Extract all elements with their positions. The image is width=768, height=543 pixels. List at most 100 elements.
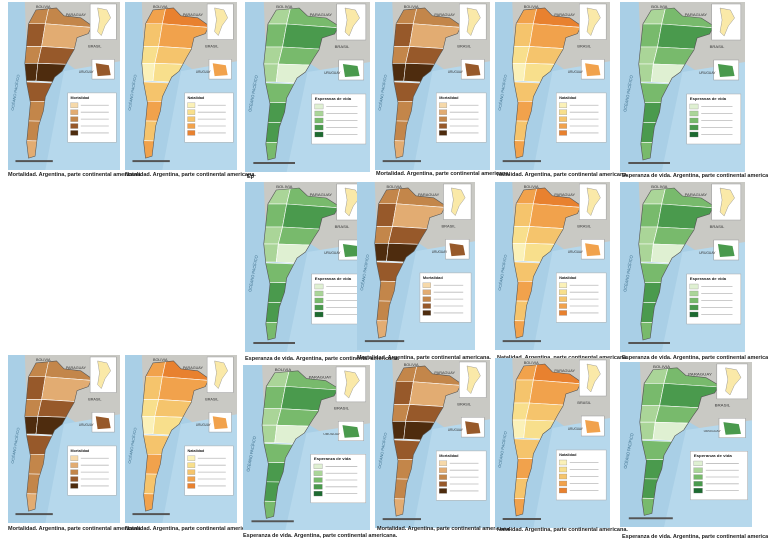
map: BOLIVIA PARAGUAY BRASIL URUGUAY OCÉANO PACÍF…	[125, 355, 237, 523]
label-bolivia: BOLIVIA	[524, 184, 539, 189]
detail-shape	[717, 64, 735, 77]
label-paraguay: PARAGUAY	[434, 370, 455, 375]
label-paraguay: PARAGUAY	[66, 13, 87, 17]
detail-shape	[212, 416, 228, 430]
map: BOLIVIA PARAGUAY BRASIL URUGUAY OCÉANO PACÍF…	[375, 2, 490, 170]
legend-swatch	[314, 290, 324, 297]
scale-bar	[251, 520, 294, 523]
caption: Mortalidad. Argentina, parte continental…	[8, 172, 142, 178]
legend-swatch	[693, 460, 703, 466]
legend-swatch	[422, 303, 431, 309]
label-bolivia: BOLIVIA	[275, 367, 292, 372]
map: BOLIVIA PARAGUAY BRASIL URUGUAY OCÉANO PACÍF…	[620, 2, 745, 172]
legend-title: Mortalidad	[439, 95, 459, 100]
label-ocean: OCÉANO PACÍFICO	[622, 255, 634, 292]
label-ocean: OCÉANO PACÍFICO	[245, 436, 257, 472]
caption: Mortalidad. Argentina, parte continental…	[8, 526, 142, 532]
label-bolivia: BOLIVIA	[404, 4, 419, 9]
legend-swatch	[689, 124, 699, 131]
legend-swatch	[187, 109, 196, 115]
legend-swatch	[313, 470, 323, 476]
label-brasil: BRASIL	[715, 403, 731, 408]
label-ocean: OCÉANO PACÍFICO	[247, 255, 259, 292]
scale-bar	[628, 342, 670, 344]
inset-shape	[466, 7, 481, 36]
detail-shape	[212, 63, 228, 77]
legend-title: Natalidad	[188, 96, 205, 100]
legend-title: Natalidad	[188, 449, 205, 453]
inset-shape	[586, 187, 601, 216]
legend-title: Esperanza de vida	[690, 276, 727, 281]
legend-swatch	[693, 488, 703, 494]
inset-shape	[719, 187, 735, 217]
legend-title: Mortalidad	[71, 449, 90, 453]
detail-shape	[342, 64, 360, 77]
legend-swatch	[689, 311, 699, 318]
label-bolivia: BOLIVIA	[36, 5, 51, 9]
label-bolivia: BOLIVIA	[36, 358, 51, 362]
legend-swatch	[439, 481, 448, 487]
legend-title: Mortalidad	[439, 453, 459, 458]
detail-shape	[723, 422, 741, 435]
map: BOLIVIA PARAGUAY BRASIL URUGUAY OCÉANO PACÍF…	[8, 2, 120, 170]
map: BOLIVIA PARAGUAY BRASIL URUGUAY OCÉANO PACÍF…	[245, 182, 370, 352]
caption: Esperanza de vida. Argentina, parte cont…	[622, 173, 768, 179]
legend-swatch	[559, 123, 568, 129]
legend-swatch	[439, 488, 448, 494]
legend-swatch	[439, 123, 448, 129]
label-brasil: BRASIL	[205, 44, 218, 48]
legend-swatch	[689, 283, 699, 290]
label-paraguay: PARAGUAY	[685, 192, 708, 197]
legend-swatch	[559, 480, 568, 487]
scale-bar	[502, 518, 541, 520]
label-uruguay: URUGUAY	[323, 432, 340, 436]
map: BOLIVIA PARAGUAY BRASIL URUGUAY OCÉANO PACÍF…	[495, 182, 610, 350]
label-uruguay: URUGUAY	[699, 251, 716, 255]
label-brasil: BRASIL	[710, 44, 726, 49]
scale-bar	[628, 517, 673, 520]
legend-swatch	[70, 116, 79, 122]
detail-shape	[585, 63, 601, 77]
legend-title: Esperanza de vida	[314, 456, 352, 461]
label-bolivia: BOLIVIA	[524, 4, 539, 9]
label-brasil: BRASIL	[88, 397, 101, 401]
scale-bar	[15, 160, 53, 163]
legend-swatch	[70, 130, 79, 136]
label-paraguay: PARAGUAY	[554, 192, 575, 197]
legend-swatch	[693, 474, 703, 480]
legend-swatch	[559, 487, 568, 494]
label-paraguay: PARAGUAY	[310, 12, 333, 17]
legend-swatch	[439, 460, 448, 466]
legend-title: Mortalidad	[423, 275, 443, 280]
detail-shape	[465, 63, 481, 77]
label-paraguay: PARAGUAY	[66, 366, 87, 370]
legend-swatch	[70, 102, 79, 108]
legend-swatch	[693, 467, 703, 473]
scale-bar	[132, 513, 170, 516]
legend-swatch	[314, 131, 324, 138]
scale-bar	[502, 160, 541, 163]
label-brasil: BRASIL	[334, 406, 350, 411]
map: BOLIVIA PARAGUAY BRASIL URUGUAY OCÉANO PACÍF…	[125, 2, 237, 170]
label-brasil: BRASIL	[577, 43, 591, 48]
caption: Natalidad. Argentina, parte continental …	[125, 172, 256, 178]
legend-swatch	[313, 491, 323, 497]
label-ocean: OCÉANO PACÍFICO	[497, 254, 508, 291]
label-bolivia: BOLIVIA	[404, 362, 419, 367]
map: BOLIVIA PARAGUAY BRASIL URUGUAY OCÉANO PACÍF…	[357, 182, 475, 350]
caption: Ep	[247, 174, 255, 180]
inset-shape	[586, 363, 601, 393]
caption: Esperanza de vida. Argentina, parte cont…	[622, 534, 768, 540]
legend-swatch	[314, 124, 324, 131]
legend-swatch	[693, 481, 703, 487]
detail-shape	[95, 416, 111, 430]
label-paraguay: PARAGUAY	[554, 368, 575, 373]
inset-shape	[586, 7, 601, 36]
map: BOLIVIA PARAGUAY BRASIL URUGUAY OCÉANO PACÍF…	[495, 2, 610, 170]
label-brasil: BRASIL	[457, 401, 471, 406]
legend-swatch	[313, 477, 323, 483]
legend-title: Esperanza de vida	[315, 96, 352, 101]
legend-swatch	[559, 459, 568, 466]
detail-shape	[717, 244, 735, 257]
label-ocean: OCÉANO PACÍFICO	[377, 74, 388, 111]
